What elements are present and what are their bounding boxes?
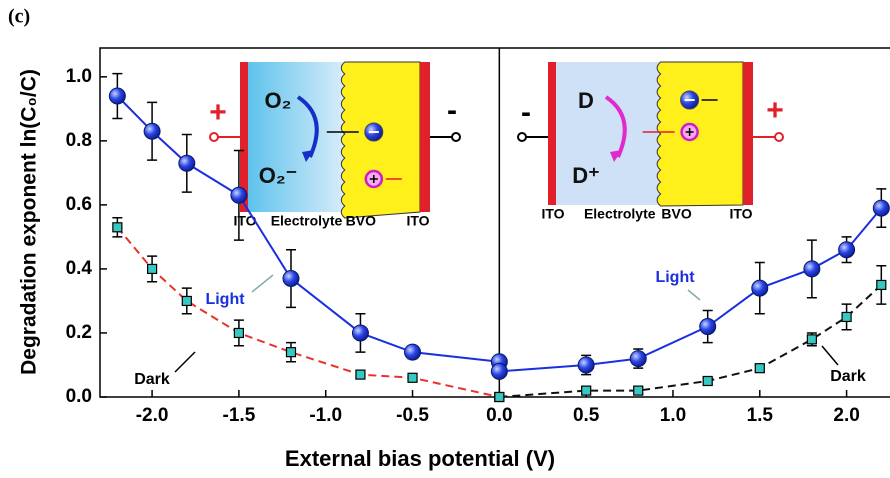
data-point: [872, 199, 890, 217]
electrode-sign: -: [521, 96, 531, 129]
x-tick-label: 1.0: [660, 405, 686, 426]
arrow-head: [302, 150, 314, 162]
y-tick-label: 0.8: [66, 130, 92, 151]
data-point: [282, 270, 300, 288]
layer-label: Electrolyte: [271, 213, 343, 229]
data-point: [629, 350, 647, 368]
bvo-layer: [656, 61, 744, 207]
data-point: [355, 369, 366, 380]
layer-label: ITO: [541, 206, 564, 222]
hole-sign: [369, 175, 378, 183]
reaction-arrow: [296, 95, 319, 158]
y-tick-label: 0.6: [66, 194, 92, 215]
data-point: [806, 334, 817, 345]
x-tick-label: -1.5: [223, 405, 256, 426]
electrode-sign: +: [766, 94, 784, 127]
data-point: [841, 311, 852, 323]
data-point: [702, 375, 713, 387]
species-label: D: [578, 88, 594, 113]
data-point: [143, 122, 161, 140]
terminal: [451, 132, 461, 142]
series-line: [499, 284, 882, 398]
series-annotation: Dark: [830, 368, 866, 385]
species-label: O₂⁻: [259, 163, 298, 188]
data-point: [407, 372, 418, 383]
electrode: [240, 62, 248, 212]
layer-label: BVO: [661, 206, 691, 222]
data-point: [494, 391, 505, 403]
data-point: [230, 186, 248, 204]
electrode: [420, 62, 430, 212]
layer-label: ITO: [406, 213, 429, 229]
bvo-layer: [340, 61, 421, 219]
data-point: [577, 356, 595, 374]
x-tick-label: 0.0: [486, 405, 512, 426]
data-point: [838, 241, 856, 259]
data-point: [178, 154, 196, 172]
electrode-sign: +: [209, 96, 227, 129]
series-annotation: Light: [205, 291, 245, 308]
data-point: [699, 318, 717, 336]
species-label: O₂: [265, 88, 292, 113]
data-point: [108, 87, 126, 105]
y-axis-label: Degradation exponent ln(C₀/C): [18, 69, 41, 375]
hole-sign: [685, 128, 694, 136]
terminal: [517, 132, 527, 142]
y-tick-label: 0.2: [66, 322, 92, 343]
y-tick-label: 0.0: [66, 386, 92, 407]
panel-label: (c): [8, 6, 30, 28]
data-point: [351, 324, 369, 342]
x-tick-label: 0.5: [573, 405, 600, 426]
inset: + - O₂ O₂⁻ ITO Electrolyte BVO ITO: [209, 61, 461, 229]
data-point: [233, 327, 245, 339]
data-point: [754, 363, 765, 374]
species-label: D⁺: [572, 163, 600, 188]
reaction-arrow: [604, 95, 627, 158]
data-point: [112, 222, 123, 233]
annotation-arrow: [251, 274, 274, 293]
electrode: [743, 62, 753, 205]
arrow-head: [610, 150, 622, 162]
series-annotation: Light: [655, 269, 695, 286]
series-line: [499, 207, 883, 373]
data-point: [581, 385, 592, 396]
data-point: [490, 362, 508, 380]
annotation-arrow: [174, 351, 196, 373]
data-point: [633, 385, 644, 396]
x-tick-label: -1.0: [309, 405, 342, 426]
x-tick-label: 2.0: [833, 405, 859, 426]
x-tick-label: -2.0: [136, 405, 169, 426]
annotation-arrow: [687, 289, 701, 301]
electrode: [548, 62, 556, 205]
y-tick-label: 0.4: [66, 258, 93, 279]
x-tick-label: 1.5: [747, 405, 774, 426]
y-tick-label: 1.0: [66, 66, 92, 87]
annotation-arrow: [821, 345, 839, 366]
electrolyte: [556, 62, 661, 205]
layer-label: BVO: [346, 213, 376, 229]
x-tick-label: -0.5: [396, 405, 429, 426]
layer-label: ITO: [233, 213, 256, 229]
data-point: [146, 263, 158, 275]
data-point: [285, 347, 297, 358]
layer-label: Electrolyte: [584, 206, 656, 222]
x-axis-label: External bias potential (V): [285, 446, 555, 471]
data-point: [181, 295, 192, 307]
data-point: [876, 279, 887, 291]
layer-label: ITO: [729, 206, 752, 222]
electrode-sign: -: [447, 94, 457, 127]
series-annotation: Dark: [134, 371, 170, 388]
inset: - + D D⁺ ITO Electrolyte BVO ITO: [517, 61, 784, 222]
terminal: [774, 132, 784, 142]
data-point: [404, 343, 422, 361]
terminal: [209, 132, 219, 142]
data-point: [803, 260, 821, 278]
data-point: [751, 279, 769, 297]
electrolyte: [248, 62, 345, 212]
